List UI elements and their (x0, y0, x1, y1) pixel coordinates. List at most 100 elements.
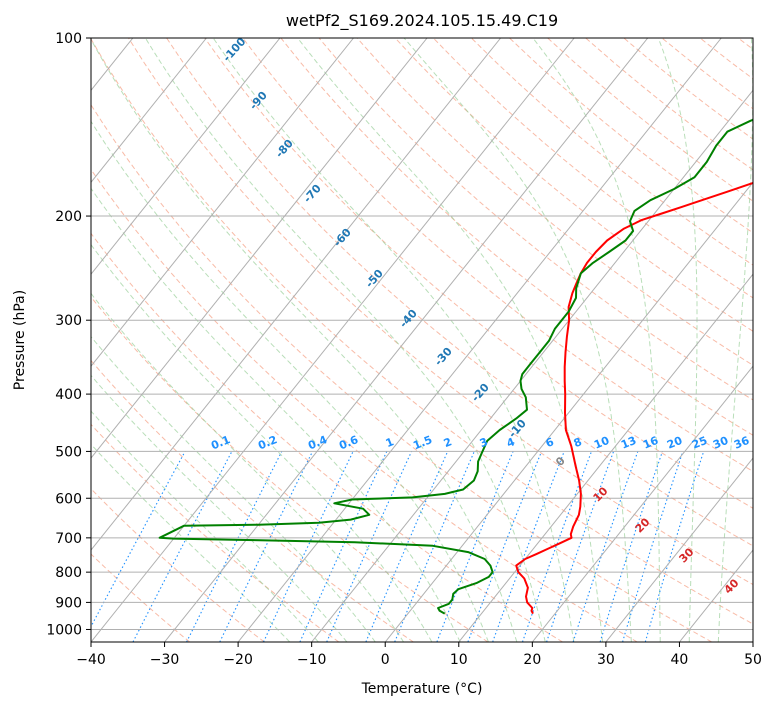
mixing-ratio-line (644, 451, 705, 642)
profile-series (158, 118, 753, 615)
dry-adiabat-label: -70 (301, 182, 324, 206)
x-tick-label: −30 (150, 652, 180, 668)
dry-adiabat-label: -100 (220, 35, 248, 64)
y-tick-label: 600 (55, 491, 82, 507)
background-lines (91, 38, 753, 642)
moist-adiabat (144, 38, 546, 642)
isotherm-line (237, 38, 722, 642)
mixing-ratio-label: 6 (544, 435, 556, 450)
y-tick-label: 800 (55, 565, 82, 581)
isotherm-line (91, 38, 281, 276)
mixing-ratio-line (546, 451, 615, 642)
mixing-ratio-label: 2 (442, 435, 454, 450)
y-axis-ticks: 100 200 300 400 500 600 700 800 900 1000 (46, 31, 91, 638)
isotherm-line (91, 38, 502, 551)
x-tick-label: 0 (381, 652, 390, 668)
mixing-ratio-label: 3 (478, 435, 490, 450)
y-tick-label: 300 (55, 313, 82, 329)
moist-adiabat (91, 374, 348, 642)
mixing-ratio-line (599, 451, 664, 642)
y-tick-label: 900 (55, 595, 82, 611)
mixing-ratio-label: 25 (690, 434, 709, 452)
x-tick-label: −20 (223, 652, 253, 668)
moist-adiabat-label: 20 (633, 515, 653, 535)
dry-adiabat (547, 38, 753, 202)
dry-adiabat (128, 38, 753, 586)
mixing-ratio-label: 10 (592, 434, 611, 452)
x-tick-label: 40 (671, 652, 689, 668)
isotherm-line (164, 38, 649, 642)
y-tick-label: 200 (55, 209, 82, 225)
moist-adiabat (91, 335, 376, 642)
mixing-ratio-line (492, 451, 565, 642)
moist-adiabat (532, 38, 661, 642)
dry-adiabat (91, 38, 753, 625)
moist-adiabat (657, 38, 698, 642)
mixing-ratio-label: 0.4 (306, 433, 329, 452)
x-tick-label: 30 (597, 652, 615, 668)
gridlines (0, 38, 753, 642)
moist-adiabat-label: 30 (677, 545, 697, 565)
isotherm-line (458, 273, 753, 642)
moist-adiabat (91, 38, 518, 642)
isotherm-line (91, 38, 207, 184)
moist-adiabat (403, 38, 632, 642)
x-tick-label: −10 (297, 652, 327, 668)
isotherm-line (679, 549, 753, 642)
dry-adiabat-label: -90 (247, 89, 270, 113)
moist-adiabat (91, 120, 489, 642)
plot-frame (90, 37, 754, 643)
y-tick-label: 700 (55, 531, 82, 547)
dry-adiabat-label: -20 (469, 381, 492, 405)
mixing-ratio-label: 1 (384, 435, 396, 450)
mixing-ratio-line (436, 451, 514, 642)
x-axis-ticks: −40 −30 −20 −10 0 10 20 30 40 50 (76, 642, 762, 668)
dry-adiabat-label: -30 (432, 345, 455, 369)
dry-adiabat (699, 38, 753, 80)
dry-adiabat (394, 38, 753, 332)
mixing-ratio-line (521, 451, 593, 642)
y-tick-label: 1000 (46, 622, 82, 638)
dry-adiabat (91, 553, 191, 642)
isotherm-line (91, 38, 354, 367)
isotherm-line (0, 38, 59, 642)
moist-adiabat (717, 38, 753, 642)
mixing-ratio-line (299, 451, 388, 642)
moist-adiabat-label: 0 (553, 454, 568, 469)
moist-adiabat (91, 187, 461, 642)
dry-adiabat (471, 38, 753, 266)
mixing-ratio-line (326, 451, 413, 642)
moist-adiabat (91, 410, 319, 642)
mixing-ratio-label: 30 (711, 434, 730, 452)
moist-adiabat (91, 443, 291, 642)
x-axis-label: Temperature (°C) (361, 681, 483, 697)
dry-adiabat (318, 38, 753, 401)
mixing-ratio-label: 0.6 (337, 433, 360, 452)
mixing-ratio-line (219, 451, 314, 642)
mixing-ratio-line (91, 451, 186, 628)
y-tick-label: 100 (55, 31, 82, 47)
x-tick-label: 10 (450, 652, 468, 668)
moist-adiabat (91, 243, 433, 642)
chart-title: wetPf2_S169.2024.105.15.49.C19 (286, 11, 558, 31)
y-tick-label: 400 (55, 387, 82, 403)
isotherm-line (311, 89, 753, 642)
mixing-ratio-line (262, 451, 354, 642)
dry-adiabat (91, 488, 265, 642)
moist-adiabat-label: 40 (722, 576, 742, 596)
mixing-ratio-line (467, 451, 543, 642)
mixing-ratio-line (365, 451, 449, 642)
moist-adiabat (212, 38, 575, 642)
mixing-ratio-line (186, 451, 283, 642)
isotherm-line (384, 181, 753, 642)
mixing-ratio-label: 20 (665, 434, 684, 452)
mixing-ratio-label: 8 (572, 435, 584, 450)
moist-adiabat-label: 10 (591, 484, 611, 504)
dry-adiabat (356, 38, 753, 366)
isotherm-line (752, 641, 753, 642)
mixing-ratio-label: 0.1 (209, 433, 232, 452)
isotherm-line (91, 38, 575, 642)
isotherm-line (605, 457, 753, 642)
mixing-ratio-label: 13 (619, 434, 638, 452)
